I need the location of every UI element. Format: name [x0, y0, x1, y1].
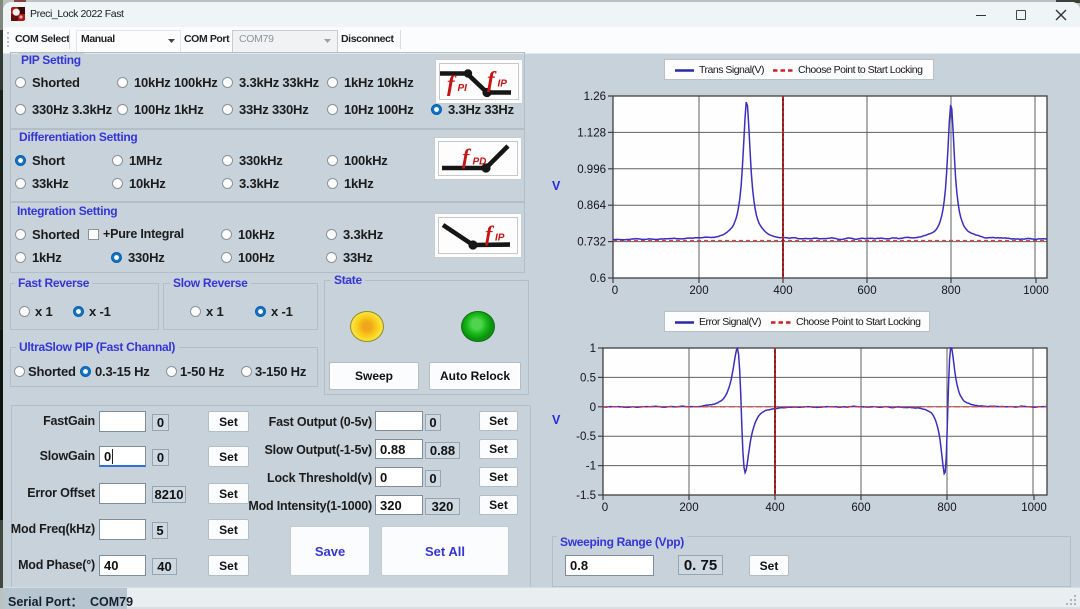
svg-text:800: 800	[937, 502, 956, 514]
svg-text:200: 200	[679, 502, 698, 514]
svg-text:0.864: 0.864	[577, 200, 606, 212]
svg-text:IP: IP	[495, 233, 505, 244]
svg-text:V: V	[552, 179, 561, 193]
svg-text:-0.5: -0.5	[576, 431, 596, 443]
svg-text:0: 0	[590, 402, 596, 414]
svg-text:1: 1	[590, 343, 596, 355]
svg-text:600: 600	[851, 502, 870, 514]
svg-text:V: V	[552, 413, 561, 427]
svg-text:0.6: 0.6	[590, 273, 606, 285]
svg-text:0.996: 0.996	[577, 164, 606, 176]
svg-text:-1: -1	[586, 461, 596, 473]
svg-text:f: f	[447, 71, 457, 96]
svg-text:1.128: 1.128	[577, 127, 606, 139]
svg-text:800: 800	[941, 285, 960, 297]
svg-text:0: 0	[612, 285, 618, 297]
svg-text:200: 200	[689, 285, 708, 297]
svg-text:f: f	[485, 221, 495, 246]
svg-text:1000: 1000	[1023, 285, 1049, 297]
svg-text:0.5: 0.5	[580, 372, 596, 384]
svg-text:400: 400	[765, 502, 784, 514]
svg-text:f: f	[487, 67, 497, 92]
svg-text:IP: IP	[498, 79, 508, 90]
svg-text:0.732: 0.732	[577, 237, 606, 249]
svg-text:1000: 1000	[1021, 502, 1047, 514]
svg-text:f: f	[462, 144, 472, 169]
svg-text:PI: PI	[458, 83, 468, 94]
svg-text:0: 0	[602, 502, 608, 514]
svg-text:400: 400	[773, 285, 792, 297]
svg-text:PD: PD	[473, 157, 487, 168]
svg-text:-1.5: -1.5	[576, 490, 596, 502]
svg-text:600: 600	[857, 285, 876, 297]
svg-text:1.26: 1.26	[584, 91, 606, 103]
